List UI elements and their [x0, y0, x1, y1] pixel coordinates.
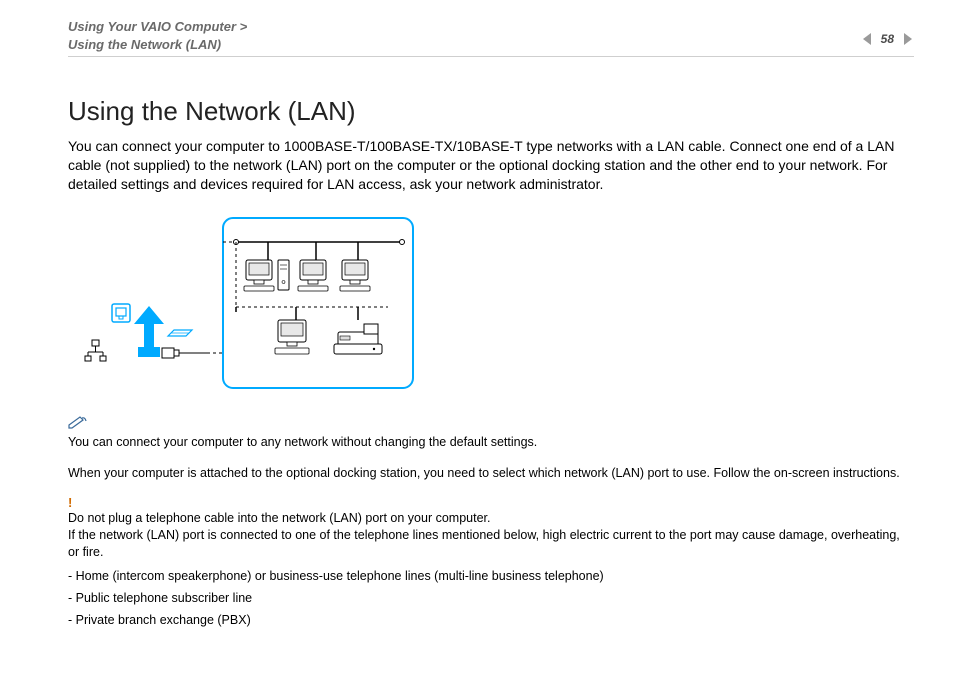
- network-tree-icon: [85, 340, 106, 361]
- breadcrumb: Using Your VAIO Computer Using the Netwo…: [68, 18, 247, 53]
- header-divider: [68, 56, 914, 57]
- page-nav: 58: [861, 32, 914, 46]
- lan-port-icon: [112, 304, 130, 322]
- warning-text-2: If the network (LAN) port is connected t…: [68, 527, 914, 561]
- warning-icon: !: [68, 495, 914, 510]
- warning-text-1: Do not plug a telephone cable into the n…: [68, 510, 914, 527]
- network-diagram: [68, 212, 914, 397]
- note-text-2: When your computer is attached to the op…: [68, 465, 914, 482]
- printer-icon: [334, 324, 382, 354]
- bullet-3: - Private branch exchange (PBX): [68, 613, 914, 627]
- hub-icon: [168, 330, 192, 336]
- page-title: Using the Network (LAN): [68, 96, 914, 127]
- note-section: You can connect your computer to any net…: [68, 415, 914, 482]
- next-page-icon[interactable]: [900, 32, 914, 46]
- breadcrumb-line1: Using Your VAIO Computer: [68, 18, 247, 36]
- arrow-up-icon: [134, 306, 164, 357]
- computer-icon: [298, 260, 328, 291]
- note-text-1: You can connect your computer to any net…: [68, 434, 914, 451]
- bullet-1: - Home (intercom speakerphone) or busine…: [68, 569, 914, 583]
- bullet-2: - Public telephone subscriber line: [68, 591, 914, 605]
- computer-icon: [340, 260, 370, 291]
- tower-icon: [278, 260, 289, 290]
- intro-paragraph: You can connect your computer to 1000BAS…: [68, 137, 914, 194]
- computer-icon: [275, 320, 309, 354]
- lan-box: [223, 218, 413, 388]
- page-number: 58: [881, 32, 894, 46]
- breadcrumb-line2: Using the Network (LAN): [68, 36, 247, 54]
- warning-section: ! Do not plug a telephone cable into the…: [68, 495, 914, 627]
- prev-page-icon[interactable]: [861, 32, 875, 46]
- cable-connector-icon: [162, 348, 207, 358]
- pencil-note-icon: [68, 415, 88, 434]
- computer-icon: [244, 260, 274, 291]
